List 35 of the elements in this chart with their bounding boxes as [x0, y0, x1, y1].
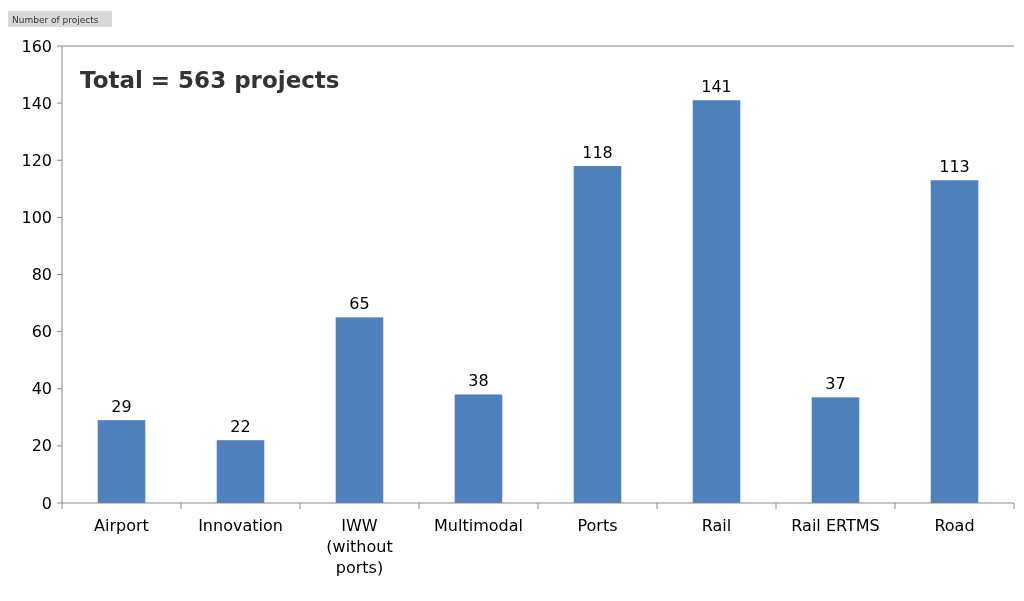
data-label: 37: [825, 374, 846, 394]
x-tick-label: Road: [934, 516, 975, 535]
x-tick-label: Airport: [94, 516, 149, 535]
data-label: 113: [939, 157, 970, 177]
y-tick-label: 0: [41, 493, 52, 513]
bar: [335, 317, 384, 503]
y-axis-title: Number of projects: [12, 15, 99, 25]
data-label: 29: [111, 397, 132, 417]
data-label: 22: [230, 417, 251, 437]
data-label: 118: [582, 142, 613, 162]
y-tick-label: 140: [21, 93, 52, 113]
data-label: 38: [468, 371, 489, 391]
x-tick-label: Rail: [701, 516, 732, 535]
y-tick-label: 20: [31, 436, 52, 456]
bar: [216, 440, 265, 503]
x-tick-label: Ports: [577, 516, 618, 535]
bar: [97, 420, 146, 503]
y-tick-label: 60: [31, 322, 52, 342]
y-tick-label: 80: [31, 265, 52, 285]
y-tick-label: 40: [31, 379, 52, 399]
bar: [811, 397, 860, 503]
x-tick-label: IWW (without ports): [326, 516, 393, 577]
bar: [930, 180, 979, 503]
y-tick-label: 160: [21, 36, 52, 56]
bar: [692, 100, 741, 503]
data-label: 141: [701, 77, 732, 97]
bar: [454, 394, 503, 503]
y-tick-label: 120: [21, 150, 52, 170]
annotation: Total = 563 projects: [80, 67, 340, 93]
y-tick-label: 100: [21, 207, 52, 227]
x-tick-label: Multimodal: [434, 516, 523, 535]
bar: [573, 165, 622, 503]
data-label: 65: [349, 294, 370, 314]
x-tick-label: Rail ERTMS: [791, 516, 880, 535]
x-tick-label: Innovation: [198, 516, 283, 535]
